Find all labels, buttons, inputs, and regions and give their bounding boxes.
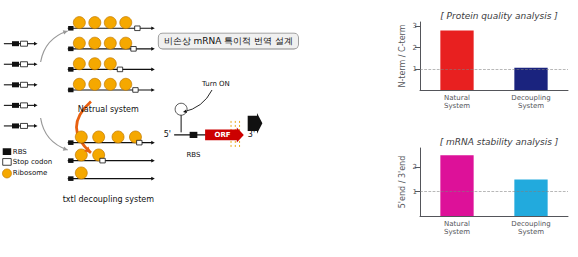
svg-text:[ mRNA stability analysis ]: [ mRNA stability analysis ] [440, 137, 559, 147]
svg-text:Natural: Natural [444, 220, 470, 228]
svg-text:2: 2 [413, 44, 417, 52]
svg-text:Ribosome: Ribosome [13, 169, 48, 177]
svg-text:2: 2 [413, 163, 417, 171]
svg-text:RBS: RBS [13, 148, 28, 156]
svg-text:ORF: ORF [214, 131, 230, 139]
svg-text:System: System [444, 102, 470, 110]
svg-text:비손상 mRNA 특이적 번역 설계: 비손상 mRNA 특이적 번역 설계 [164, 36, 293, 46]
svg-text:N-term / C-term: N-term / C-term [398, 24, 407, 87]
svg-text:Turn ON: Turn ON [201, 80, 230, 88]
svg-text:3': 3' [248, 130, 255, 139]
svg-text:5'end / 3'end: 5'end / 3'end [398, 156, 407, 209]
svg-text:System: System [444, 228, 470, 236]
svg-text:Decoupling: Decoupling [511, 220, 550, 228]
svg-text:txtl decoupling system: txtl decoupling system [63, 195, 154, 204]
svg-text:5': 5' [164, 130, 171, 139]
svg-text:[ Protein quality analysis ]: [ Protein quality analysis ] [440, 11, 558, 21]
svg-text:3: 3 [413, 22, 417, 30]
svg-text:Natural: Natural [444, 94, 470, 102]
svg-text:Natrual system: Natrual system [78, 105, 139, 114]
svg-text:1: 1 [413, 65, 417, 73]
svg-text:1: 1 [413, 188, 417, 196]
svg-text:System: System [518, 228, 544, 236]
svg-text:RBS: RBS [187, 151, 202, 159]
svg-text:System: System [518, 102, 544, 110]
svg-text:Decoupling: Decoupling [511, 94, 550, 102]
svg-text:Stop codon: Stop codon [13, 158, 52, 166]
